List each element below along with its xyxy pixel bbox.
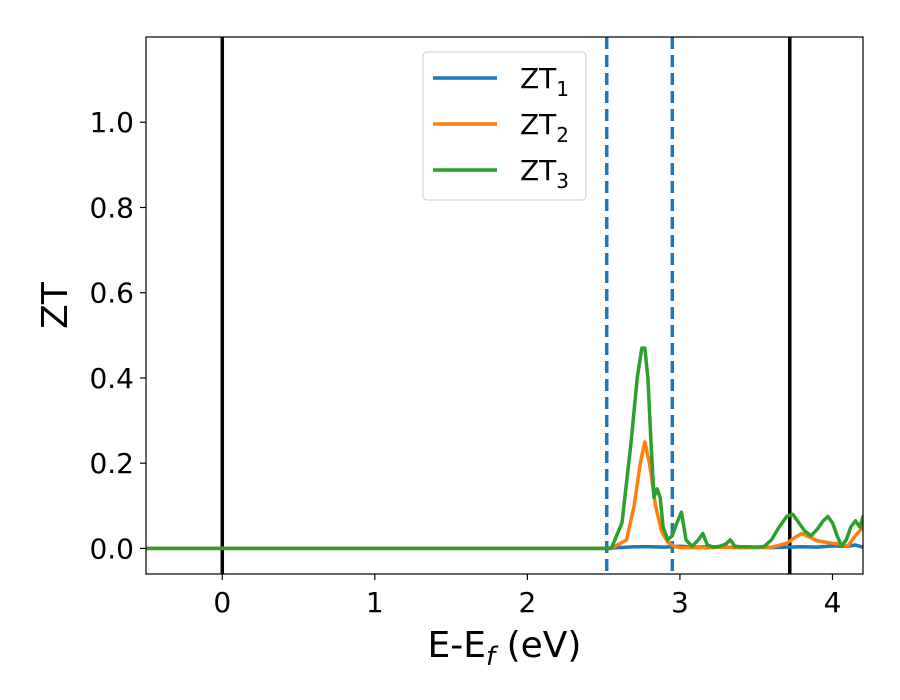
series-line-3 [146,346,863,551]
x-tick-label: 2 [518,586,536,619]
y-axis-label: ZT [35,281,76,329]
series-line-2 [146,440,863,551]
x-axis-label: E-Ef (eV) [428,625,582,672]
y-tick-label: 0.0 [89,532,134,565]
vertical-reference-lines [220,37,792,574]
x-axis-ticks: 0 1 2 3 4 [213,574,841,619]
legend-box [422,51,587,201]
x-tick-label: 3 [671,586,689,619]
y-tick-label: 0.8 [89,191,134,224]
plot-frame [145,36,864,575]
y-tick-label: 0.2 [89,447,134,480]
y-tick-label: 0.6 [89,277,134,310]
y-tick-label: 0.4 [89,362,134,395]
x-axis-label-main: E-E [428,625,486,666]
legend: ZT1 ZT2 ZT3 [422,51,587,201]
x-tick-label: 0 [213,586,231,619]
series-lines [146,346,863,551]
y-tick-label: 1.0 [89,106,134,139]
y-axis-ticks: 0.0 0.2 0.4 0.6 0.8 1.0 [89,106,146,565]
legend-label-2: ZT2 [520,108,569,147]
x-tick-label: 1 [366,586,384,619]
x-tick-label: 4 [824,586,842,619]
legend-label-3: ZT3 [520,154,569,193]
x-axis-label-unit: (eV) [495,625,581,666]
legend-label-1: ZT1 [520,62,569,101]
